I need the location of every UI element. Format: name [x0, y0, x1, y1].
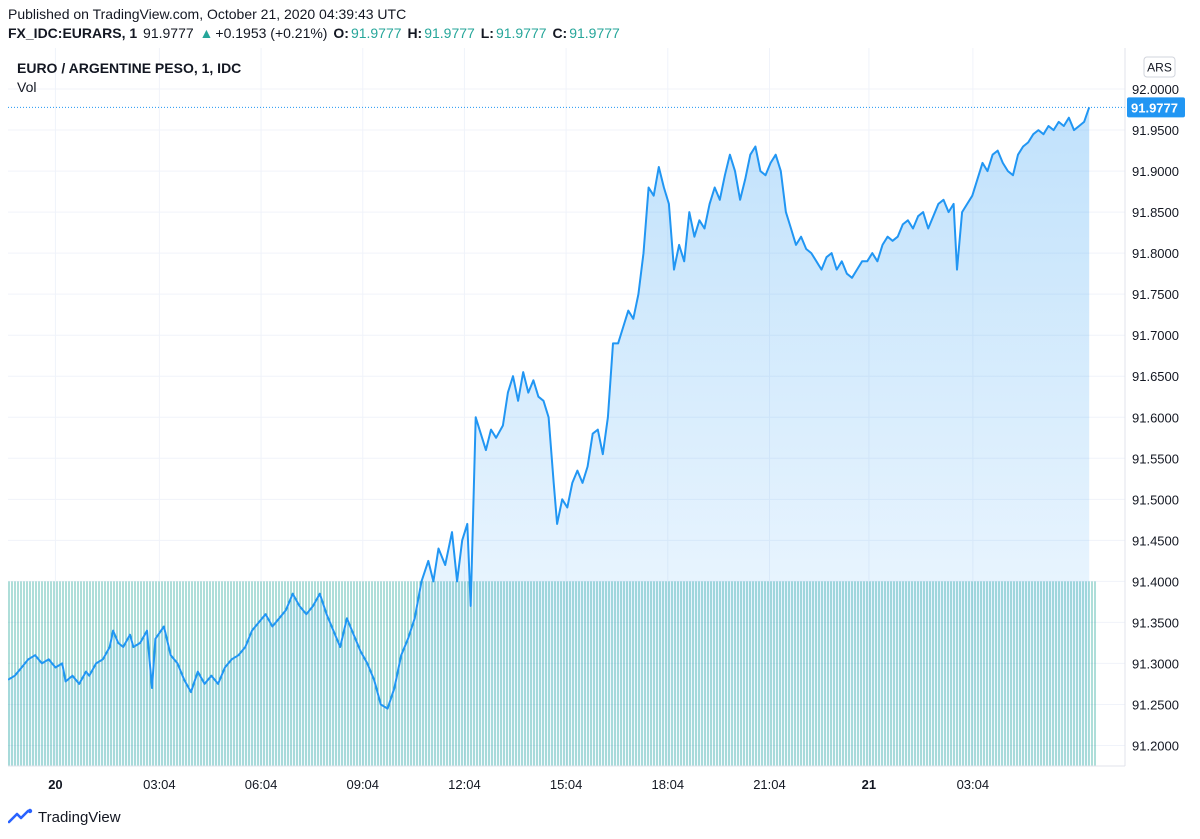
time-tick-label: 15:04 — [550, 777, 583, 792]
currency-badge[interactable]: ARS — [1143, 56, 1176, 78]
symbol-label[interactable]: FX_IDC:EURARS, 1 — [8, 25, 138, 41]
currency-label: ARS — [1147, 61, 1172, 75]
price-tick-label: 91.8000 — [1132, 246, 1179, 261]
price-tick-label: 91.6000 — [1132, 410, 1179, 425]
price-tick-label: 91.4000 — [1132, 574, 1179, 589]
price-tick-label: 91.3500 — [1132, 615, 1179, 630]
last-price: 91.9777 — [143, 25, 194, 41]
open-value: 91.9777 — [350, 25, 402, 41]
time-tick-label: 03:04 — [957, 777, 990, 792]
change-value: +0.1953 (+0.21%) — [215, 25, 328, 41]
up-arrow-icon: ▲ — [199, 25, 214, 41]
time-tick-label: 21 — [862, 777, 876, 792]
high-value: 91.9777 — [424, 25, 475, 41]
price-tick-label: 91.8500 — [1132, 205, 1179, 220]
price-axis[interactable]: 92.0000 91.9500 91.9000 91.8500 91.8000 91.75… — [1132, 82, 1179, 753]
price-line — [8, 106, 1091, 710]
price-tick-label: 91.7000 — [1132, 328, 1179, 343]
time-tick-label: 09:04 — [346, 777, 379, 792]
price-tick-label: 91.9000 — [1132, 164, 1179, 179]
price-tick-label: 91.5500 — [1132, 451, 1179, 466]
open-label: O: — [333, 25, 349, 41]
published-caption: Published on TradingView.com, October 21… — [8, 6, 407, 22]
tradingview-logo-icon — [8, 808, 33, 824]
price-tick-label: 91.6500 — [1132, 369, 1179, 384]
low-label: L: — [480, 25, 494, 41]
time-tick-label: 21:04 — [753, 777, 786, 792]
time-tick-label: 20 — [48, 777, 62, 792]
tradingview-brand-text: TradingView — [38, 808, 121, 826]
symbol-quote-line: FX_IDC:EURARS, 1 91.9777 ▲ +0.1953 (+0.21… — [8, 25, 622, 41]
price-tick-label: 91.2500 — [1132, 697, 1179, 712]
price-tick-label: 91.2000 — [1132, 738, 1179, 753]
tradingview-branding[interactable]: TradingView — [8, 808, 121, 826]
time-tick-label: 12:04 — [448, 777, 481, 792]
volume-legend-label: Vol — [17, 79, 36, 95]
price-area-fill — [8, 107, 1090, 766]
price-chart[interactable]: 92.0000 91.9500 91.9000 91.8500 91.8000 91.75… — [0, 0, 1200, 800]
price-tick-label: 91.4500 — [1132, 533, 1179, 548]
price-tick-label: 91.9500 — [1132, 123, 1179, 138]
price-tag: 91.9777 — [1127, 97, 1185, 118]
price-tag-label: 91.9777 — [1131, 100, 1178, 115]
time-tick-label: 06:04 — [245, 777, 278, 792]
time-tick-label: 03:04 — [143, 777, 176, 792]
time-axis[interactable]: 20 03:04 06:04 09:04 12:04 15:04 18:04 21:04 21 0… — [48, 777, 989, 792]
price-tick-label: 92.0000 — [1132, 82, 1179, 97]
time-tick-label: 18:04 — [652, 777, 685, 792]
price-tick-label: 91.3000 — [1132, 656, 1179, 671]
price-tick-label: 91.7500 — [1132, 287, 1179, 302]
close-label: C: — [552, 25, 568, 41]
high-label: H: — [407, 25, 423, 41]
close-value: 91.9777 — [569, 25, 620, 41]
price-tick-label: 91.5000 — [1132, 492, 1179, 507]
series-legend-title: EURO / ARGENTINE PESO, 1, IDC — [17, 60, 241, 76]
low-value: 91.9777 — [495, 25, 547, 41]
